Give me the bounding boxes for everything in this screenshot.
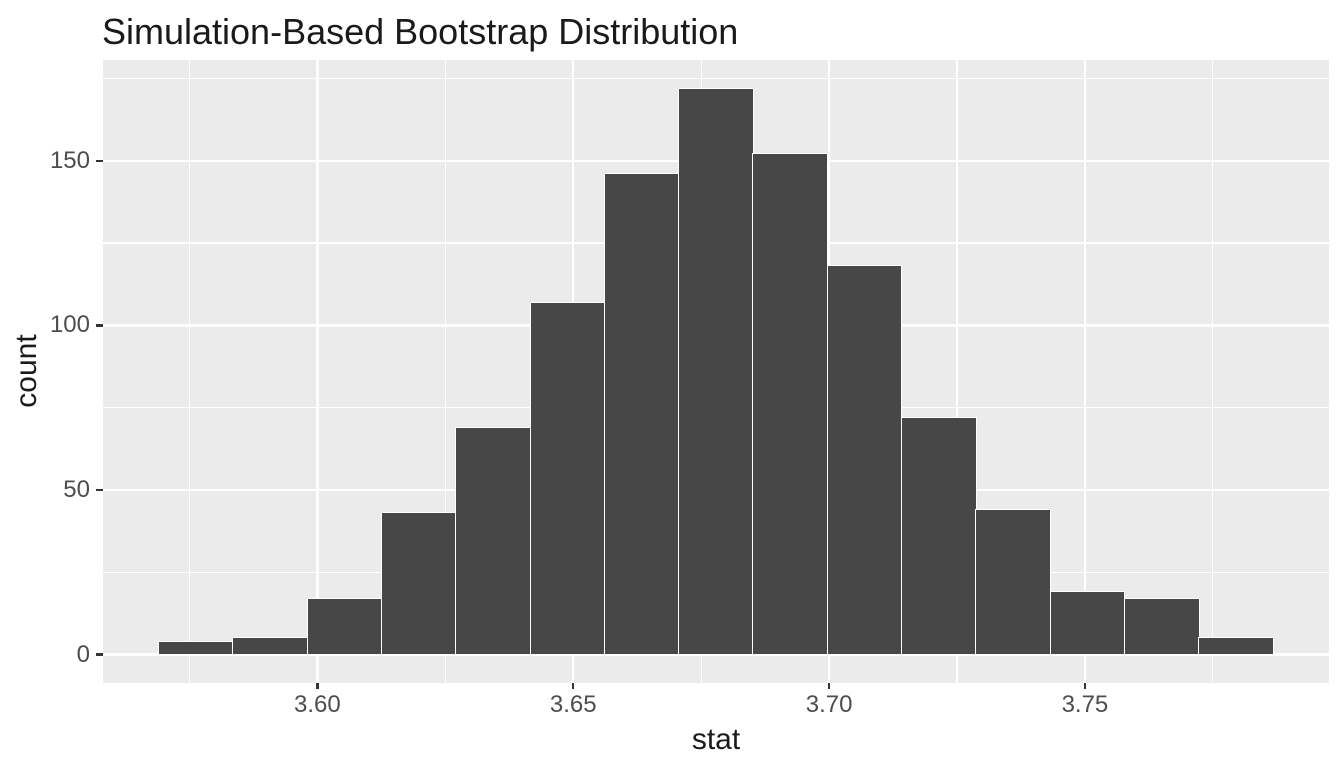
histogram-bar <box>306 597 383 656</box>
histogram-bar <box>455 426 531 656</box>
x-tick-label: 3.60 <box>294 691 341 718</box>
x-axis-tick <box>316 683 319 689</box>
y-tick-label: 0 <box>76 640 90 668</box>
plot-panel <box>103 60 1329 683</box>
x-axis-title: stat <box>691 723 741 756</box>
histogram-bar <box>975 509 1052 656</box>
x-tick-label: 3.70 <box>805 691 853 718</box>
minor-gridline-x <box>1212 60 1214 683</box>
histogram-bar <box>1049 591 1126 656</box>
x-axis-tick <box>571 683 575 689</box>
y-axis-tick <box>96 159 103 162</box>
x-tick-label: 3.75 <box>1061 691 1109 718</box>
x-axis-tick <box>827 683 831 689</box>
minor-gridline-x <box>956 60 958 683</box>
y-tick-label: 150 <box>49 146 90 174</box>
histogram-bar <box>826 265 903 656</box>
y-axis-title: count <box>10 334 43 408</box>
histogram-bar <box>678 87 754 656</box>
minor-gridline-x <box>188 60 191 683</box>
y-axis-tick <box>96 488 103 492</box>
histogram-bar <box>1123 597 1200 656</box>
major-gridline-x <box>1083 60 1087 683</box>
histogram-bar <box>603 173 680 656</box>
histogram-bar <box>529 301 606 656</box>
y-axis-tick <box>96 324 103 327</box>
y-tick-label: 100 <box>49 311 90 339</box>
histogram-bar <box>232 637 309 656</box>
x-axis-tick <box>1083 683 1087 689</box>
histogram-bar <box>380 512 457 656</box>
minor-gridline-y <box>103 77 1329 80</box>
x-tick-label: 3.65 <box>549 691 597 718</box>
histogram-bar <box>158 640 234 656</box>
histogram-bar <box>752 153 829 656</box>
y-axis-tick <box>96 653 103 656</box>
plot-title: Simulation-Based Bootstrap Distribution <box>102 11 739 52</box>
major-gridline-x <box>316 60 319 683</box>
histogram-bar <box>900 416 977 656</box>
y-tick-label: 50 <box>63 476 90 504</box>
minor-gridline-x <box>444 60 446 683</box>
histogram-bar <box>1198 637 1274 656</box>
